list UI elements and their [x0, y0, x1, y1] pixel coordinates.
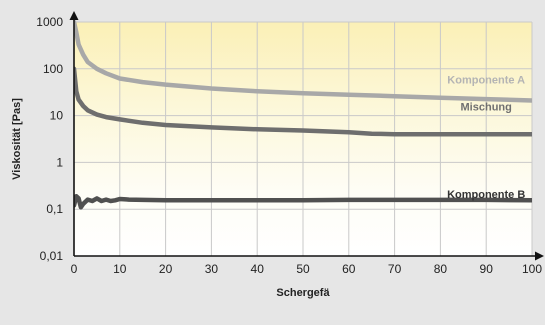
series-group [74, 19, 532, 210]
y-tick-label: 1 [56, 155, 63, 169]
tick-labels: 0 10 20 30 40 50 60 70 80 90 100 0,01 0,1 1 10 100 1000 [36, 15, 542, 276]
series-line [74, 66, 532, 137]
axes [69, 11, 544, 261]
y-tick-label: 0,1 [46, 202, 63, 216]
series-label: Komponente A [447, 75, 525, 87]
x-axis-label: Schergefä [276, 287, 330, 299]
y-tick-label: 1000 [36, 15, 63, 29]
x-axis-arrow [535, 251, 544, 261]
x-tick-label: 70 [388, 262, 402, 276]
x-tick-label: 60 [342, 262, 356, 276]
x-tick-label: 100 [522, 262, 542, 276]
x-tick-label: 30 [205, 262, 219, 276]
x-tick-label: 0 [71, 262, 78, 276]
series-labels: Komponente A Mischung Komponente B [447, 75, 525, 202]
series-line [74, 19, 532, 103]
x-tick-label: 90 [480, 262, 494, 276]
y-tick-label: 0,01 [40, 249, 64, 263]
x-tick-label: 20 [159, 262, 173, 276]
x-tick-label: 50 [296, 262, 310, 276]
y-tick-label: 10 [50, 109, 64, 123]
series-label: Mischung [461, 101, 512, 113]
grid [74, 21, 533, 256]
x-tick-label: 40 [251, 262, 265, 276]
y-axis-arrow [69, 11, 79, 20]
y-tick-label: 100 [43, 62, 63, 76]
y-axis-label: Viskosität [Pas] [11, 98, 23, 180]
series-label: Komponente B [447, 189, 525, 201]
series-line [74, 193, 532, 210]
x-tick-label: 80 [434, 262, 448, 276]
x-tick-label: 10 [113, 262, 127, 276]
